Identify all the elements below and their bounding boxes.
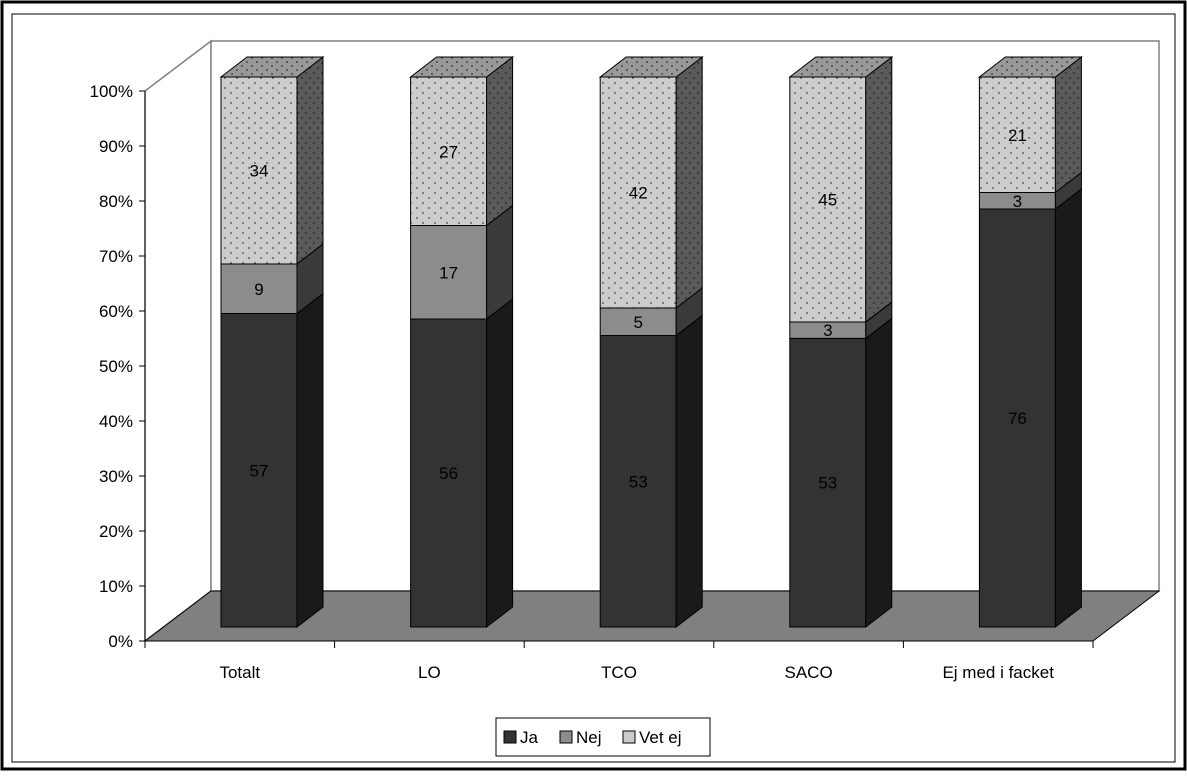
legend-label: Ja — [520, 728, 539, 747]
x-axis: Totalt LO TCO SACO Ej med i facket — [144, 640, 1094, 682]
y-tick-label: 20% — [99, 522, 133, 541]
bar-segment-nej: 3 — [978, 171, 1082, 211]
y-tick-label: 90% — [99, 137, 133, 156]
legend-box — [495, 717, 711, 757]
y-tick-label: 0% — [108, 632, 133, 651]
bar-segment-vet-ej: 42 — [598, 55, 704, 310]
data-label: 27 — [439, 142, 458, 161]
bars: 57 9 34 56 17 27 53 5 42 53 3 45 76 3 21 — [219, 55, 1083, 629]
bar-segment-nej: 17 — [410, 204, 514, 321]
chart-area-border — [11, 13, 1176, 763]
bar-segment-vet-ej: 45 — [788, 55, 894, 324]
x-tick-label: Totalt — [219, 663, 260, 682]
y-tick-label: 10% — [99, 577, 133, 596]
data-label: 34 — [250, 162, 269, 181]
y-tick-label: 80% — [99, 192, 133, 211]
y-tick-label: 50% — [99, 357, 133, 376]
bar-segment-nej: 9 — [220, 242, 324, 315]
bar-side — [1054, 187, 1082, 629]
bar-side — [296, 55, 324, 266]
bar-segment-ja: 53 — [789, 317, 893, 629]
bar-top — [219, 56, 325, 78]
data-label: 57 — [250, 461, 269, 480]
bar-top — [977, 56, 1083, 78]
bar-segment-vet-ej: 27 — [409, 55, 515, 227]
x-tick-label: LO — [418, 663, 441, 682]
y-axis: 0% 10% 20% 30% 40% 50% 60% 70% 80% 90% 100% — [90, 82, 146, 651]
data-label: 76 — [1008, 409, 1027, 428]
y-tick-label: 30% — [99, 467, 133, 486]
x-tick-label: Ej med i facket — [942, 663, 1054, 682]
bar-segment-ja: 76 — [978, 187, 1082, 629]
bar-segment-vet-ej: 21 — [977, 55, 1083, 194]
bar-segment-nej: 3 — [789, 301, 893, 340]
legend-swatch — [559, 730, 573, 744]
data-label: 5 — [633, 313, 642, 332]
legend-swatch — [622, 730, 636, 744]
bar-segment-ja: 53 — [599, 314, 703, 629]
bar-segment-vet-ej: 34 — [219, 55, 325, 266]
legend-label: Nej — [576, 728, 602, 747]
y-tick-label: 70% — [99, 247, 133, 266]
legend-swatch — [503, 730, 517, 744]
data-label: 3 — [1013, 192, 1022, 211]
data-label: 3 — [823, 321, 832, 340]
y-tick-label: 40% — [99, 412, 133, 431]
bar-segment-ja: 56 — [410, 297, 514, 629]
bar-top — [598, 56, 704, 78]
bar-side — [865, 55, 893, 324]
x-tick-label: TCO — [601, 663, 637, 682]
bar-side — [486, 297, 514, 629]
bar-side — [296, 292, 324, 629]
bar-side — [865, 317, 893, 629]
bar-side — [675, 314, 703, 629]
bar-side — [486, 55, 514, 227]
bar-segment-ja: 57 — [220, 292, 324, 629]
bar-side — [675, 55, 703, 310]
data-label: 45 — [818, 191, 837, 210]
data-label: 21 — [1008, 126, 1027, 145]
y-tick-label: 60% — [99, 302, 133, 321]
bar-side — [1054, 55, 1082, 194]
side-wall — [144, 39, 212, 643]
x-tick-label: SACO — [785, 663, 833, 682]
data-label: 56 — [439, 464, 458, 483]
data-label: 53 — [629, 472, 648, 491]
legend-label: Vet ej — [639, 728, 682, 747]
data-label: 53 — [818, 474, 837, 493]
y-tick-label: 100% — [90, 82, 133, 101]
legend: Ja Nej Vet ej — [495, 717, 711, 757]
data-label: 17 — [439, 263, 458, 282]
bar-top — [409, 56, 515, 78]
data-label: 42 — [629, 184, 648, 203]
data-label: 9 — [254, 280, 263, 299]
bar-top — [788, 56, 894, 78]
